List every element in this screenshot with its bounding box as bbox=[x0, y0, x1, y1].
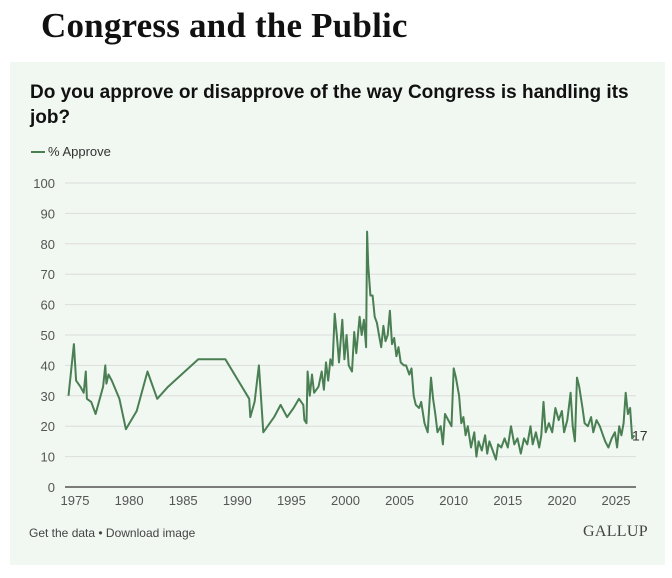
x-tick-label: 2025 bbox=[602, 493, 631, 508]
x-tick-label: 2010 bbox=[439, 493, 468, 508]
get-data-link[interactable]: Get the data bbox=[29, 526, 96, 540]
x-tick-label: 1980 bbox=[115, 493, 144, 508]
y-tick-label: 70 bbox=[41, 267, 55, 282]
y-tick-label: 60 bbox=[41, 298, 55, 313]
y-tick-label: 30 bbox=[41, 389, 55, 404]
gallup-logo: GALLUP bbox=[583, 523, 648, 540]
separator: • bbox=[95, 526, 106, 540]
y-tick-label: 90 bbox=[41, 206, 55, 221]
legend: % Approve bbox=[31, 144, 111, 159]
footer-links: Get the data • Download image bbox=[29, 526, 195, 540]
y-tick-label: 80 bbox=[41, 237, 55, 252]
y-tick-label: 10 bbox=[41, 450, 55, 465]
page-title: Congress and the Public bbox=[41, 6, 408, 45]
x-tick-label: 1995 bbox=[277, 493, 306, 508]
x-tick-label: 1985 bbox=[169, 493, 198, 508]
x-tick-label: 1975 bbox=[61, 493, 90, 508]
chart-title: Do you approve or disapprove of the way … bbox=[30, 82, 629, 128]
chart-panel bbox=[10, 62, 665, 565]
end-value-label: 17 bbox=[632, 427, 648, 443]
x-tick-label: 2015 bbox=[493, 493, 522, 508]
series-line-approve bbox=[67, 230, 636, 461]
y-tick-label: 0 bbox=[48, 480, 55, 495]
x-tick-label: 2020 bbox=[547, 493, 576, 508]
x-tick-label: 1990 bbox=[223, 493, 252, 508]
legend-label: % Approve bbox=[48, 144, 111, 159]
x-tick-label: 2000 bbox=[331, 493, 360, 508]
y-tick-label: 100 bbox=[33, 176, 55, 191]
y-tick-label: 50 bbox=[41, 328, 55, 343]
y-tick-label: 40 bbox=[41, 358, 55, 373]
download-image-link[interactable]: Download image bbox=[105, 526, 196, 540]
legend-swatch bbox=[31, 150, 45, 153]
y-tick-label: 20 bbox=[41, 419, 55, 434]
x-tick-label: 2005 bbox=[385, 493, 414, 508]
